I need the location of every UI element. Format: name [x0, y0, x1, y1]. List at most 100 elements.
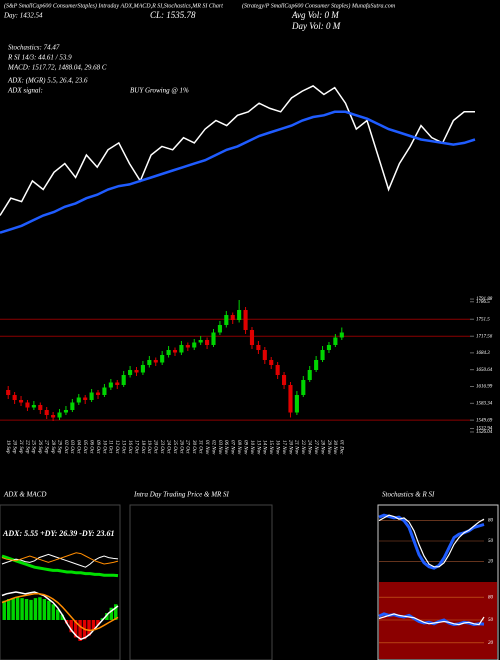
candle-body: [224, 315, 229, 325]
x-tick-label: 20 Sep: [11, 440, 16, 454]
x-tick-label: 11 Oct: [108, 440, 113, 454]
candle-body: [57, 412, 62, 418]
x-tick-label: 09 Nov: [242, 440, 247, 455]
x-tick-label: 24 Oct: [165, 440, 170, 454]
series-line: [378, 514, 485, 568]
y-tick-label: 1684.3: [476, 351, 490, 356]
candle-body: [320, 350, 325, 360]
header-day: Day: 1432.54: [3, 12, 43, 20]
x-tick-label: 25 Oct: [172, 440, 177, 454]
x-tick-label: 12 Oct: [114, 440, 119, 454]
candle-body: [76, 397, 81, 403]
macd-bar: [47, 600, 51, 620]
panel-frame: [0, 504, 121, 660]
adx-signal-label: ADX signal:: [7, 87, 43, 95]
y-tick-label: 20: [488, 560, 494, 565]
y-tick-label: 50: [488, 539, 494, 544]
macd-bar: [69, 620, 73, 633]
candle-body: [63, 410, 68, 413]
candle-body: [217, 325, 222, 333]
series-line: [1, 591, 119, 641]
x-tick-label: 19 Oct: [146, 440, 151, 454]
candle-body: [31, 405, 36, 408]
x-tick-label: 02 Nov: [210, 440, 215, 455]
rsi-reading: R SI 14/3: 44.61 / 53.9: [7, 54, 72, 62]
x-tick-label: 21 Sep: [18, 440, 23, 454]
x-tick-label: 29 Sep: [56, 440, 61, 454]
adx-reading: ADX: (MGR) 5.5, 26.4, 23.6: [7, 77, 88, 85]
macd-bar: [15, 597, 20, 620]
macd-bar: [73, 620, 78, 638]
candle-body: [18, 400, 24, 403]
series-line: [0, 110, 476, 234]
panel-frame: [129, 504, 273, 660]
macd-bar: [51, 604, 56, 620]
macd-bar: [29, 599, 33, 620]
candle-body: [243, 310, 248, 330]
candle-body: [314, 360, 319, 370]
candle-body: [185, 345, 190, 348]
x-tick-label: 10 Nov: [249, 440, 254, 455]
candle-body: [294, 395, 299, 413]
candle-body: [256, 345, 261, 350]
header-day-vol: Day Vol: 0 M: [291, 21, 341, 31]
macd-bar: [96, 620, 100, 626]
x-tick-label: 22 Nov: [300, 440, 305, 455]
x-tick-label: 19 Sep: [5, 440, 10, 454]
y-tick-label: 50: [488, 618, 494, 623]
candle-body: [51, 415, 56, 418]
x-tick-label: 04 Oct: [76, 440, 81, 454]
x-tick-label: 25 Sep: [31, 440, 36, 454]
x-tick-label: 23 Oct: [159, 440, 164, 454]
panel-title: ADX & MACD: [3, 491, 46, 499]
x-tick-label: 01 Nov: [204, 440, 209, 455]
series-line: [1, 593, 119, 632]
macd-bar: [20, 598, 24, 620]
candle-body: [307, 370, 312, 380]
x-tick-label: 05 Oct: [82, 440, 87, 454]
header-source: (Strategy/P SmallCap600 Consumer Staples…: [242, 2, 396, 9]
candle-body: [160, 355, 165, 363]
candle-body: [211, 332, 216, 345]
x-tick-label: 18 Oct: [140, 440, 145, 454]
x-tick-label: 13 Oct: [121, 440, 126, 454]
x-tick-label: 20 Nov: [287, 440, 292, 455]
x-tick-label: 10 Oct: [101, 440, 106, 454]
macd-bar: [91, 620, 96, 631]
x-tick-label: 14 Nov: [262, 440, 267, 455]
x-tick-label: 29 Nov: [326, 440, 331, 455]
candle-body: [172, 350, 178, 353]
x-tick-label: 02 Oct: [63, 440, 68, 454]
macd-bar: [24, 599, 29, 620]
candle-body: [25, 402, 30, 408]
x-tick-label: 28 Nov: [319, 440, 324, 455]
candle-body: [237, 310, 242, 320]
header-close: CL: 1535.78: [150, 10, 196, 20]
macd-bar: [38, 597, 42, 620]
x-tick-label: 08 Nov: [236, 440, 241, 455]
y-tick-label: 80: [488, 519, 494, 524]
x-tick-label: 21 Nov: [294, 440, 299, 455]
x-tick-label: 16 Oct: [127, 440, 132, 454]
candle-body: [128, 370, 133, 375]
macd-bar: [2, 600, 6, 620]
y-tick-label: 20: [488, 641, 494, 646]
series-line: [378, 613, 485, 626]
candle-body: [275, 365, 280, 375]
y-tick-label: 1532.94: [476, 427, 493, 432]
x-tick-label: 30 Nov: [332, 440, 337, 455]
x-tick-label: 09 Oct: [95, 440, 100, 454]
x-tick-label: 20 Oct: [153, 440, 158, 454]
candle-body: [288, 385, 293, 413]
x-tick-label: 30 Oct: [191, 440, 196, 454]
candle-body: [134, 370, 139, 373]
candle-body: [140, 365, 145, 373]
x-tick-label: 27 Oct: [185, 440, 190, 454]
y-tick-label: 1650.64: [476, 368, 493, 373]
x-tick-label: 17 Oct: [133, 440, 138, 454]
y-tick-label: 80: [488, 595, 494, 600]
macd-bar: [87, 620, 91, 636]
macd-bar: [56, 609, 60, 620]
